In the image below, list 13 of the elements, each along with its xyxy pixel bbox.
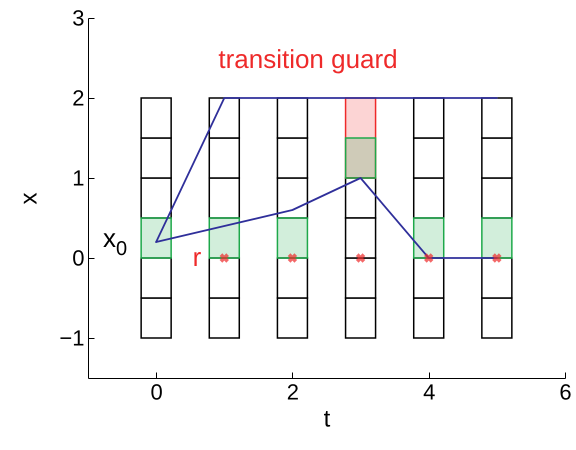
y-tick-label: 0 [72, 246, 84, 270]
annotation: transition guard [218, 44, 398, 74]
x-tick-label: 2 [286, 380, 300, 404]
annotation: r [192, 242, 202, 272]
y-tick-label: −1 [59, 326, 84, 350]
x-tick-label: 0 [150, 380, 163, 404]
x-axis-title: t [324, 406, 331, 432]
y-tick-label: 1 [72, 166, 84, 190]
y-axis-title: x [15, 192, 42, 204]
x-tick-label: 6 [559, 380, 572, 404]
x-tick-label: 4 [423, 380, 436, 404]
y-tick-label: 2 [72, 86, 84, 110]
y-tick-label: 3 [72, 6, 84, 30]
